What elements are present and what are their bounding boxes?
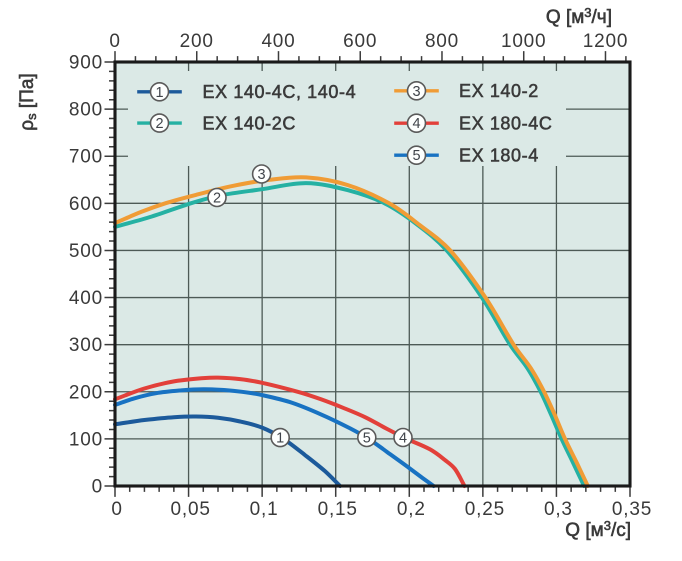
svg-text:3: 3: [412, 84, 420, 100]
svg-text:1: 1: [155, 85, 163, 101]
svg-text:500: 500: [69, 241, 103, 262]
svg-text:0: 0: [109, 31, 120, 52]
svg-text:700: 700: [69, 147, 103, 168]
svg-text:EX 140-2C: EX 140-2C: [203, 113, 296, 133]
svg-text:900: 900: [69, 53, 103, 74]
svg-text:600: 600: [343, 31, 377, 52]
svg-text:4: 4: [412, 116, 420, 132]
svg-text:800: 800: [425, 31, 459, 52]
svg-text:0,25: 0,25: [465, 499, 505, 520]
svg-text:EX 180-4C: EX 180-4C: [459, 113, 552, 133]
svg-text:0,35: 0,35: [612, 499, 652, 520]
svg-text:0,3: 0,3: [544, 499, 573, 520]
svg-text:2: 2: [213, 191, 221, 207]
svg-text:2: 2: [155, 116, 163, 132]
svg-text:0: 0: [111, 499, 122, 520]
svg-text:0,2: 0,2: [397, 499, 426, 520]
svg-text:ρs [Па]: ρs [Па]: [17, 73, 39, 130]
svg-text:400: 400: [261, 31, 295, 52]
svg-text:1200: 1200: [583, 31, 628, 52]
svg-text:400: 400: [69, 288, 103, 309]
svg-text:0,1: 0,1: [250, 499, 279, 520]
svg-text:5: 5: [363, 431, 371, 447]
svg-text:5: 5: [412, 148, 420, 164]
svg-text:300: 300: [69, 335, 103, 356]
svg-text:0,15: 0,15: [318, 499, 358, 520]
svg-text:Q [м3/с]: Q [м3/с]: [565, 518, 631, 541]
svg-text:0,05: 0,05: [171, 499, 211, 520]
svg-text:EX 180-4: EX 180-4: [459, 145, 539, 165]
svg-text:0: 0: [92, 477, 103, 498]
svg-text:200: 200: [69, 382, 103, 403]
svg-text:1: 1: [276, 431, 284, 447]
svg-text:3: 3: [258, 167, 266, 183]
svg-text:Q [м3/ч]: Q [м3/ч]: [546, 5, 612, 28]
svg-text:4: 4: [399, 431, 407, 447]
svg-text:EX 140-2: EX 140-2: [459, 81, 539, 101]
svg-text:1000: 1000: [501, 31, 546, 52]
svg-text:800: 800: [69, 100, 103, 121]
svg-text:EX 140-4C, 140-4: EX 140-4C, 140-4: [203, 82, 357, 102]
svg-text:200: 200: [180, 31, 214, 52]
svg-text:100: 100: [69, 429, 103, 450]
svg-text:600: 600: [69, 194, 103, 215]
